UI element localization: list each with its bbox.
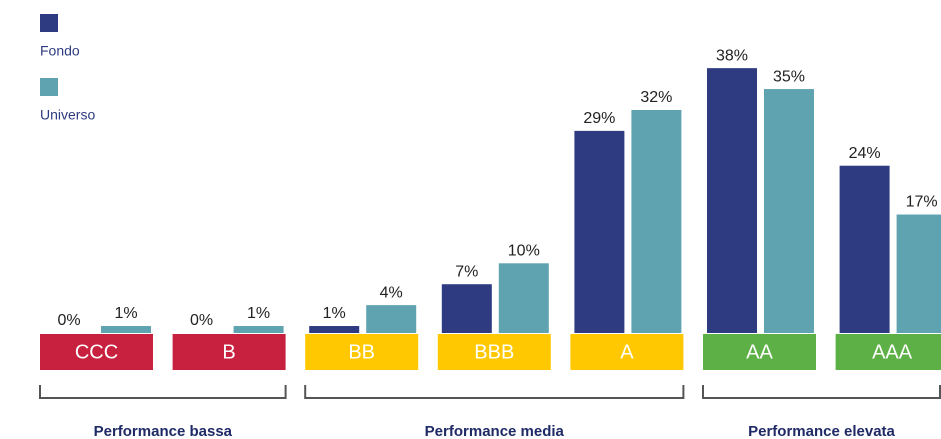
bar xyxy=(896,214,941,333)
category-box xyxy=(835,334,941,370)
value-label: 1% xyxy=(114,305,137,322)
group-label: Performance media xyxy=(425,423,565,439)
legend-label: Fondo xyxy=(40,43,80,59)
bar xyxy=(366,305,417,333)
category-box xyxy=(40,334,153,370)
bar xyxy=(233,326,284,333)
category-label: BBB xyxy=(474,341,514,363)
category-label: AA xyxy=(746,341,773,363)
value-label: 35% xyxy=(773,68,805,85)
value-label: 10% xyxy=(508,243,540,260)
value-label: 1% xyxy=(247,305,270,322)
value-label: 0% xyxy=(190,312,213,329)
value-label: 1% xyxy=(323,305,346,322)
value-label: 38% xyxy=(716,47,748,64)
category-box xyxy=(703,334,816,370)
bar xyxy=(101,326,151,333)
value-label: 29% xyxy=(583,110,615,127)
group-label: Performance bassa xyxy=(94,423,233,439)
category-label: AAA xyxy=(872,341,913,363)
group-bracket xyxy=(702,385,941,399)
category-label: B xyxy=(222,341,235,363)
value-label: 4% xyxy=(380,284,403,301)
legend-swatch xyxy=(40,78,58,96)
value-label: 24% xyxy=(849,145,881,162)
value-label: 0% xyxy=(57,312,80,329)
bar xyxy=(441,284,492,333)
category-label: CCC xyxy=(75,341,118,363)
category-label: BB xyxy=(348,341,375,363)
category-box xyxy=(305,334,419,370)
bar xyxy=(498,263,549,333)
bar xyxy=(631,109,682,334)
value-label: 7% xyxy=(455,263,478,280)
category-box xyxy=(570,334,684,370)
legend-label: Universo xyxy=(40,107,95,123)
group-label: Performance elevata xyxy=(748,423,895,439)
bar xyxy=(309,326,360,333)
value-label: 17% xyxy=(906,194,938,211)
bar xyxy=(764,89,814,333)
bar xyxy=(707,68,757,333)
group-bracket xyxy=(304,385,685,399)
group-bracket xyxy=(39,385,287,399)
category-box xyxy=(172,334,286,370)
value-label: 32% xyxy=(640,89,672,106)
bar xyxy=(839,165,890,333)
category-box xyxy=(437,334,551,370)
legend-swatch xyxy=(40,14,58,32)
bar xyxy=(574,130,625,333)
category-label: A xyxy=(620,341,634,363)
